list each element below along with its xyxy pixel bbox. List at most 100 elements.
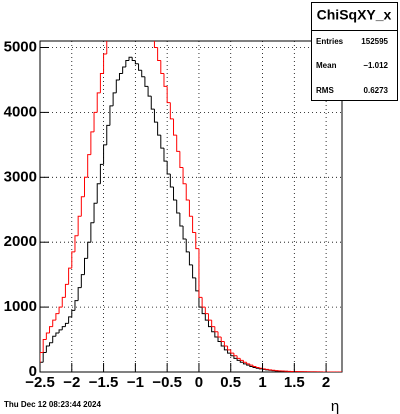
histogram-bin	[123, 0, 126, 2]
histogram-bin	[230, 353, 234, 357]
y-tick-label: 1000	[4, 298, 37, 315]
stats-value: 0.6273	[364, 86, 389, 95]
histogram-bin	[90, 222, 95, 243]
date-stamp: Thu Dec 12 08:23:44 2024	[4, 400, 101, 409]
histogram-bin	[84, 257, 88, 275]
histogram-bin	[64, 283, 69, 298]
histogram-bin	[40, 352, 44, 372]
histogram-bin	[74, 300, 79, 311]
x-tick-label: 2	[322, 374, 330, 391]
histogram-bin	[201, 307, 206, 315]
histogram-bin	[141, 70, 145, 78]
histogram-bin	[166, 86, 171, 104]
x-tick-label: −2	[63, 374, 80, 391]
histogram-bin	[188, 200, 193, 217]
histogram-bin	[150, 96, 155, 110]
histogram-bin	[61, 326, 66, 330]
y-tick-label: 0	[29, 363, 37, 380]
histogram-bin	[192, 264, 196, 279]
histogram-bin	[64, 322, 69, 327]
histogram-bin	[128, 56, 133, 61]
histogram-bin	[103, 144, 107, 165]
histogram-bin	[204, 313, 209, 321]
histogram-bin	[211, 320, 215, 328]
histogram-bin	[55, 313, 60, 321]
histogram-bin	[195, 232, 199, 250]
histogram-bin	[188, 251, 193, 266]
x-tick-label: −2.5	[25, 374, 55, 391]
histogram-bin	[40, 361, 44, 372]
histogram-bin	[144, 76, 149, 87]
histogram-bin	[52, 319, 56, 327]
histogram-bin	[233, 355, 238, 359]
histogram-bin	[230, 349, 234, 354]
histograms	[40, 0, 342, 372]
x-tick-label: −0.5	[152, 374, 182, 391]
histogram-bin	[173, 118, 177, 136]
histogram-bin	[220, 336, 225, 342]
histogram-bin	[185, 183, 190, 201]
histogram-bin	[207, 320, 212, 328]
histogram-bin	[87, 241, 91, 259]
histogram-bin	[182, 225, 187, 240]
histogram-bin	[61, 296, 66, 308]
histogram-bin	[45, 345, 50, 353]
histogram-bin	[116, 9, 119, 15]
y-tick-label: 4000	[4, 103, 37, 120]
histogram-bin	[148, 15, 151, 25]
histogram-bin	[99, 72, 104, 93]
histogram-bin	[49, 326, 53, 334]
histogram-bin	[160, 135, 164, 149]
histogram-bin	[166, 161, 171, 175]
histogram-bin	[42, 339, 47, 353]
histogram-bin	[217, 336, 222, 342]
histogram-bin	[163, 148, 168, 162]
stats-label: Entries	[316, 37, 344, 46]
stats-label: Mean	[316, 61, 337, 70]
histogram-bin	[99, 163, 104, 184]
histogram-bin	[214, 326, 219, 333]
histogram-bin	[153, 41, 158, 48]
histogram-bin	[151, 25, 154, 35]
histogram-bin	[71, 309, 75, 317]
histogram-bin	[169, 102, 174, 120]
histogram-bin	[139, 0, 142, 2]
histogram-bin	[134, 60, 139, 65]
histogram-bin	[169, 174, 174, 188]
x-tick-label: 1	[258, 374, 266, 391]
y-tick-label: 5000	[4, 38, 37, 55]
histogram-bin	[204, 307, 209, 315]
histogram-bin	[58, 306, 63, 314]
grid	[39, 41, 342, 373]
x-tick-label: 0	[195, 374, 203, 391]
histogram-bin	[249, 363, 253, 366]
histogram-bin	[77, 215, 82, 236]
histogram-bin	[195, 277, 199, 292]
histogram-bin	[265, 368, 269, 370]
histogram-bin	[125, 59, 130, 67]
histogram-bin	[93, 111, 98, 132]
histogram-bin	[103, 53, 107, 74]
histogram-bin	[176, 200, 180, 214]
histogram-bin	[255, 366, 260, 368]
x-tick-label: −1.5	[89, 374, 119, 391]
histogram-bin	[179, 151, 184, 169]
histogram-bin	[198, 248, 203, 298]
histogram-bin	[252, 365, 257, 367]
histogram-bin	[236, 355, 241, 359]
histogram-bin	[118, 72, 123, 80]
histogram-bin	[182, 167, 187, 185]
histogram-bin	[58, 329, 63, 334]
histogram-bin	[239, 360, 244, 363]
histogram-bin	[145, 9, 148, 15]
axes: 0 1000 2000 3000 4000 5000 −2.5 −2 −1.5 −1 −0.5 0 0.…	[4, 38, 331, 391]
stats-label: RMS	[316, 86, 334, 95]
histogram-bin	[201, 297, 206, 308]
histogram-bin	[207, 313, 212, 321]
x-tick-label: 0.5	[220, 374, 241, 391]
histogram-bin	[55, 332, 60, 337]
histogram-bin	[233, 353, 238, 357]
histogram-bin	[223, 346, 228, 351]
histogram-bin	[80, 274, 85, 288]
